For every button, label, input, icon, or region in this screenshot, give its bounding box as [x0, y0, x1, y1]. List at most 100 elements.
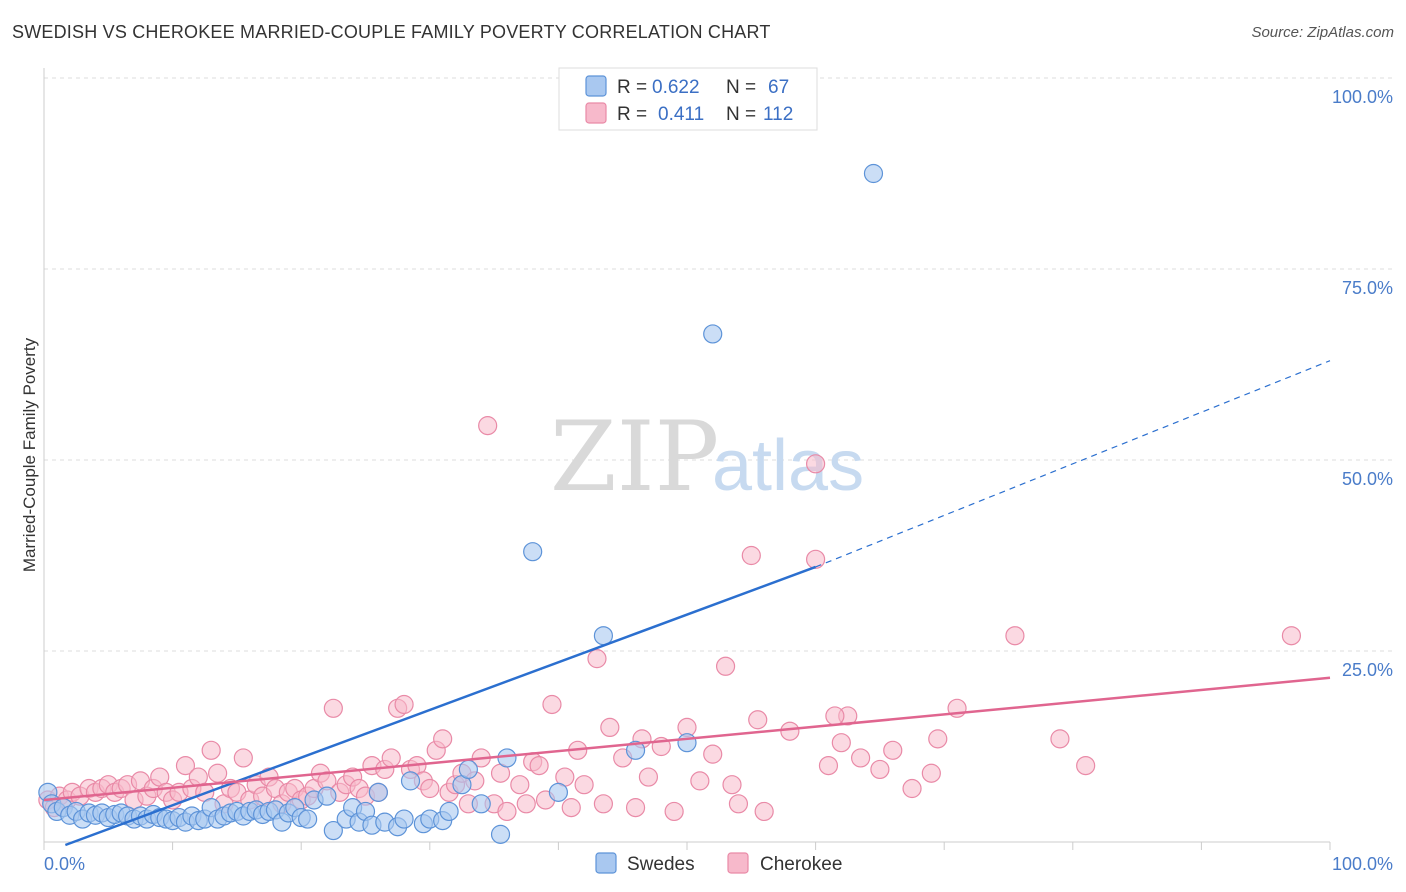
legend-r-label-swedes: R =: [617, 77, 647, 98]
cherokee-point: [664, 801, 684, 822]
swedes-points: [38, 163, 884, 844]
cherokee-point: [870, 759, 890, 780]
cherokee-point: [381, 748, 401, 768]
swedes-point: [471, 794, 491, 814]
cherokee-point: [233, 748, 253, 768]
watermark: ZIP atlas: [550, 401, 864, 513]
source-label: Source: ZipAtlas.com: [1251, 24, 1394, 41]
cherokee-point: [818, 755, 839, 776]
cherokee-point: [542, 694, 562, 715]
cherokee-point: [902, 778, 922, 799]
cherokee-point: [478, 416, 498, 436]
cherokee-point: [433, 729, 453, 749]
x-tick-label: 100.0%: [1332, 854, 1393, 874]
cherokee-point: [728, 794, 749, 814]
cherokee-point: [574, 775, 594, 795]
cherokee-point: [883, 740, 903, 760]
y-tick-labels: 25.0% 50.0% 75.0% 100.0%: [1332, 87, 1393, 680]
bottom-legend-swatch-cherokee: [727, 852, 749, 874]
swedes-point: [317, 786, 337, 806]
legend-swatch-cherokee: [585, 102, 607, 124]
cherokee-point: [805, 454, 826, 474]
chart-title: SWEDISH VS CHEROKEE MARRIED-COUPLE FAMIL…: [12, 22, 771, 42]
swedes-point: [523, 542, 543, 562]
swedes-point: [548, 782, 569, 802]
swedes-point: [323, 820, 343, 841]
bottom-legend-label-cherokee: Cherokee: [760, 854, 842, 875]
legend-r-label-cherokee: R =: [617, 104, 647, 125]
cherokee-point: [529, 755, 549, 776]
legend-n-label-cherokee: N =: [726, 104, 756, 125]
cherokee-point: [497, 801, 517, 822]
bottom-legend-swatch-swedes: [595, 852, 617, 874]
cherokee-point: [638, 767, 659, 787]
swedes-point: [677, 733, 697, 753]
cherokee-point: [587, 649, 607, 669]
swedes-point: [400, 771, 421, 791]
y-axis-label: Married-Couple Family Poverty: [20, 337, 39, 572]
legend-n-value-cherokee: 112: [763, 104, 793, 125]
swedes-point: [863, 163, 884, 184]
cherokee-point: [831, 733, 851, 753]
cherokee-point: [690, 771, 710, 791]
y-tick-label: 50.0%: [1342, 469, 1393, 489]
swedes-trendline: [64, 565, 817, 847]
cherokee-point: [1281, 626, 1302, 646]
legend: R = 0.622 N = 67 R = 0.411 N = 112: [558, 67, 818, 131]
cherokee-trendline: [43, 676, 1331, 802]
legend-r-value-cherokee: 0.411: [658, 104, 704, 125]
cherokee-point: [703, 744, 723, 764]
gridlines: [44, 77, 1392, 652]
cherokee-point: [208, 763, 228, 783]
x-tick-label: 0.0%: [44, 854, 85, 874]
cherokee-point: [625, 798, 646, 818]
swedes-point: [490, 824, 511, 844]
swedes-point: [703, 324, 723, 344]
cherokee-point: [1076, 755, 1096, 776]
y-tick-label: 75.0%: [1342, 278, 1393, 298]
trendlines: [43, 360, 1331, 847]
legend-n-value-swedes: 67: [768, 77, 789, 98]
swedes-trendline-extension: [815, 360, 1331, 568]
swedes-point: [439, 801, 459, 822]
cherokee-point: [754, 801, 774, 822]
cherokee-point: [748, 710, 768, 730]
cherokee-point: [420, 778, 440, 799]
cherokee-point: [825, 706, 845, 726]
bottom-legend-label-swedes: Swedes: [627, 854, 695, 875]
swedes-point: [625, 740, 646, 760]
cherokee-point: [600, 717, 620, 738]
cherokee-point: [175, 755, 196, 776]
cherokee-point: [805, 549, 826, 569]
cherokee-point: [201, 740, 221, 760]
legend-swatch-swedes: [585, 75, 607, 97]
x-tick-marks: [43, 842, 1331, 850]
swedes-point: [298, 809, 318, 829]
cherokee-point: [722, 775, 742, 795]
cherokee-point: [561, 798, 581, 818]
swedes-point: [394, 809, 414, 829]
watermark-atlas: atlas: [712, 426, 864, 506]
legend-r-value-swedes: 0.622: [652, 77, 700, 98]
legend-n-label-swedes: N =: [726, 77, 756, 98]
y-tick-label: 25.0%: [1342, 660, 1393, 680]
cherokee-point: [921, 763, 941, 783]
swedes-point: [368, 782, 388, 802]
cherokee-point: [510, 775, 530, 795]
cherokee-point: [928, 729, 948, 749]
cherokee-point: [323, 698, 343, 718]
swedes-point: [497, 748, 517, 768]
bottom-legend: Swedes Cherokee: [595, 852, 842, 875]
cherokee-point: [851, 748, 871, 768]
cherokee-point: [1005, 626, 1025, 646]
cherokee-point: [715, 656, 736, 676]
cherokee-point: [780, 721, 800, 741]
watermark-zip: ZIP: [550, 401, 719, 513]
cherokee-point: [394, 694, 414, 715]
cherokee-point: [741, 545, 761, 566]
cherokee-point: [1050, 729, 1070, 749]
cherokee-point: [593, 794, 614, 814]
x-tick-labels: 0.0% 100.0%: [44, 854, 1393, 874]
y-tick-label: 100.0%: [1332, 87, 1393, 107]
